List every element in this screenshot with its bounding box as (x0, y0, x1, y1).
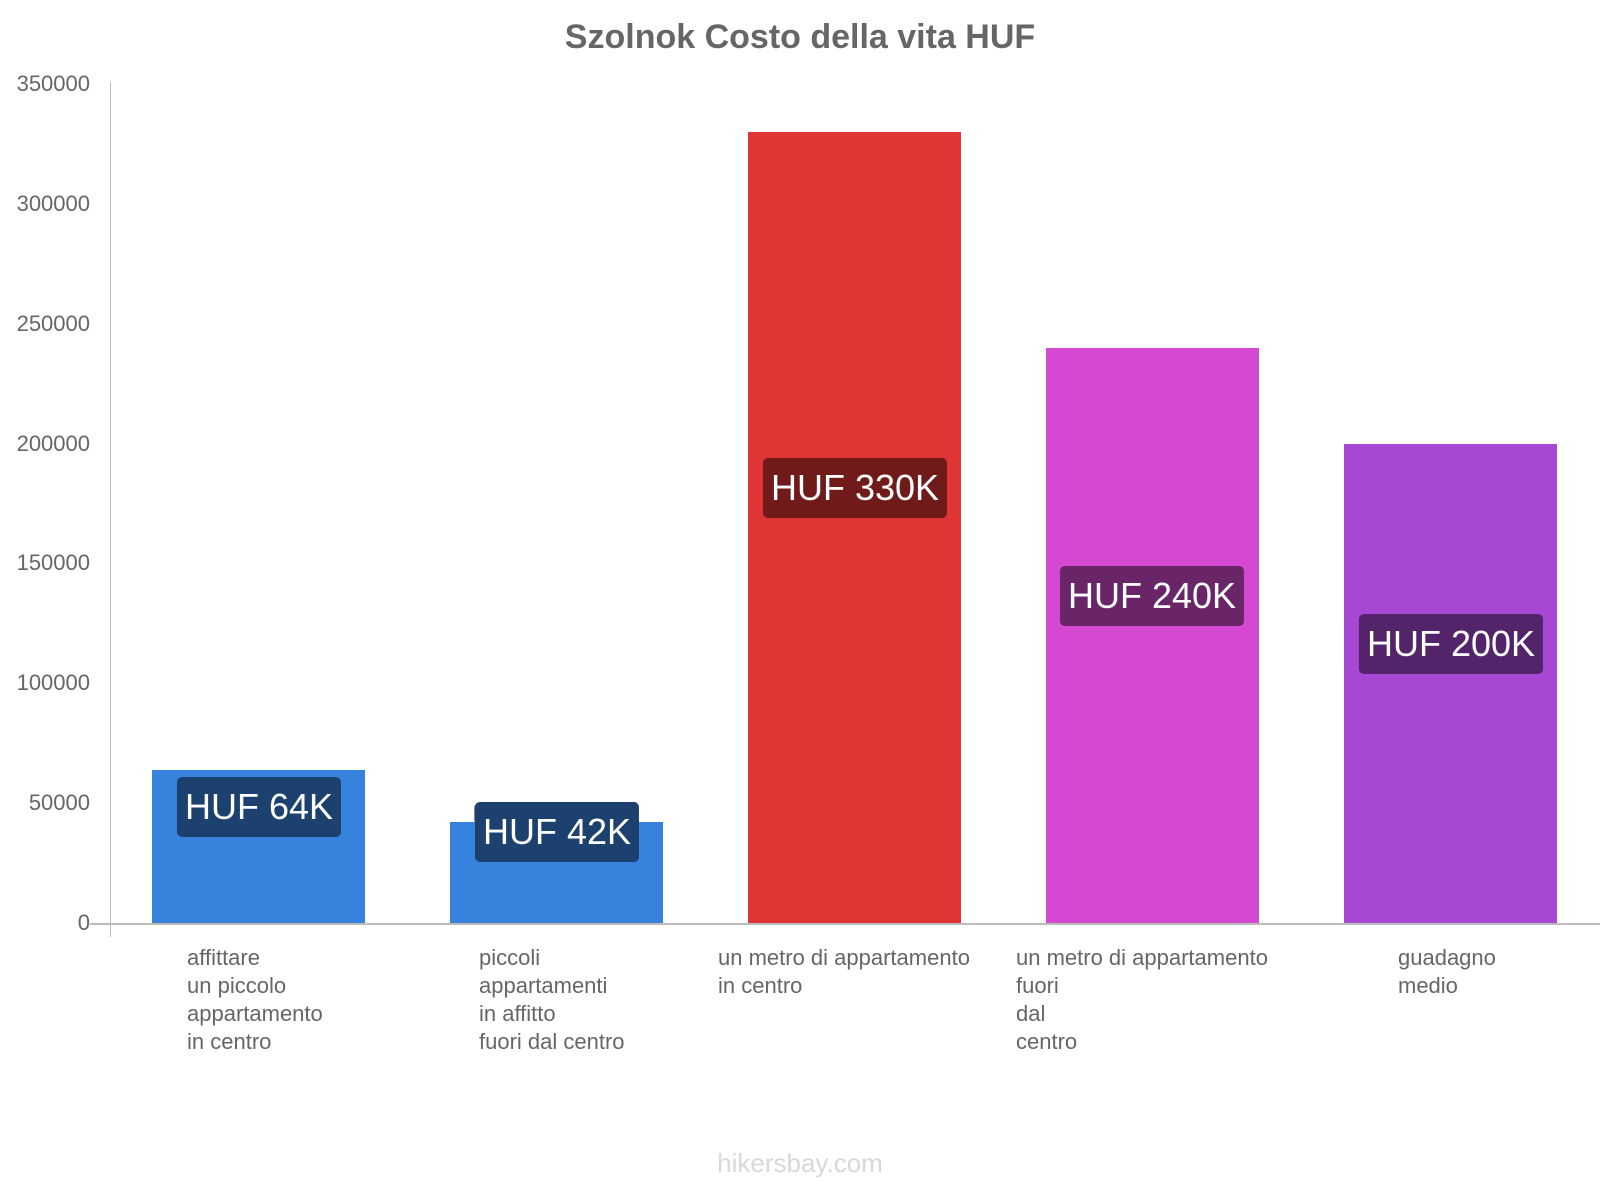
y-tick-label: 0 (77, 910, 90, 935)
y-tick-label: 200000 (16, 430, 90, 456)
y-tick-label: 300000 (16, 190, 90, 216)
x-tick-label: un metro di appartamento in centro (718, 945, 970, 998)
y-axis-line (110, 82, 111, 937)
watermark: hikersbay.com (717, 1148, 883, 1178)
data-label: HUF 200K (1358, 614, 1544, 674)
y-tick-label: 50000 (28, 790, 90, 816)
data-label: HUF 42K (474, 802, 640, 862)
data-label: HUF 64K (176, 777, 342, 837)
bar[interactable] (1046, 347, 1259, 923)
y-tick-label: 250000 (16, 310, 90, 336)
x-tick-label: piccoli appartamenti in affitto fuori da… (479, 945, 625, 1054)
x-tick-label: guadagno medio (1398, 945, 1496, 998)
y-tick-label: 350000 (16, 71, 90, 96)
data-label: HUF 330K (762, 458, 948, 518)
x-axis-line (90, 923, 1600, 925)
x-tick-label: affittare un piccolo appartamento in cen… (187, 945, 323, 1054)
y-tick-label: 100000 (16, 670, 90, 696)
bar[interactable] (1344, 443, 1557, 923)
y-tick-label: 150000 (16, 550, 90, 576)
y-zero-tick (92, 923, 110, 924)
data-label: HUF 240K (1059, 566, 1245, 626)
x-tick-label: un metro di appartamento fuori dal centr… (1016, 945, 1268, 1054)
bar[interactable] (748, 131, 961, 923)
chart-title: Szolnok Costo della vita HUF (564, 18, 1036, 56)
